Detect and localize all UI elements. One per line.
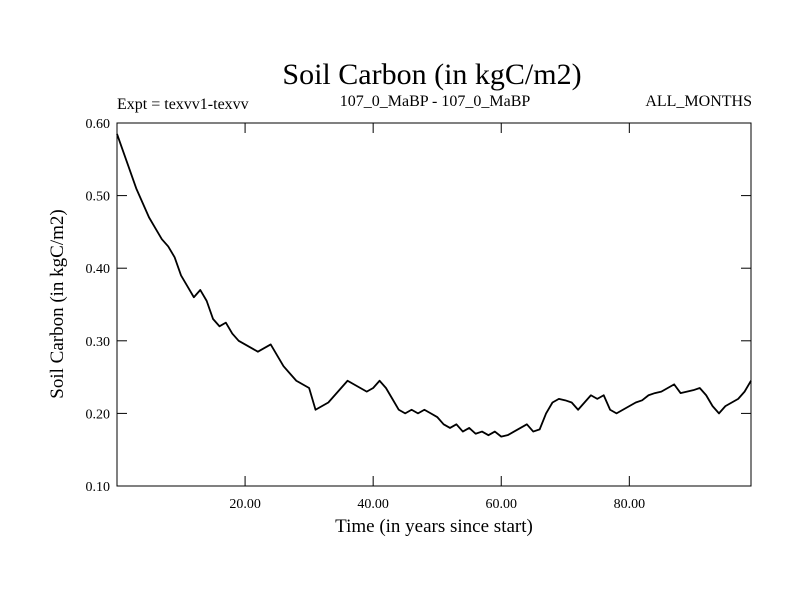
x-tick-label: 20.00 — [229, 497, 261, 512]
x-tick-label: 40.00 — [357, 497, 389, 512]
y-axis: 0.10 0.20 0.30 0.40 0.50 0.60 — [86, 117, 751, 495]
y-tick-label: 0.50 — [86, 190, 111, 205]
y-tick-label: 0.60 — [86, 117, 111, 132]
y-tick-label: 0.10 — [86, 480, 111, 495]
plot-frame — [116, 122, 752, 487]
series-line-soil-carbon — [116, 133, 752, 438]
period-label: 107_0_MaBP - 107_0_MaBP — [340, 93, 531, 110]
y-tick-label: 0.40 — [86, 262, 111, 277]
x-axis-label: Time (in years since start) — [335, 516, 533, 537]
x-tick-label: 80.00 — [614, 497, 646, 512]
series-layer — [116, 133, 752, 438]
x-axis: 20.00 40.00 60.00 80.00 — [229, 123, 645, 512]
experiment-label: Expt = texvv1-texvv — [117, 96, 249, 113]
months-label: ALL_MONTHS — [645, 93, 752, 110]
y-tick-label: 0.30 — [86, 335, 111, 350]
x-tick-label: 60.00 — [485, 497, 517, 512]
chart-title: Soil Carbon (in kgC/m2) — [282, 58, 581, 91]
y-tick-label: 0.20 — [86, 407, 111, 422]
y-axis-label: Soil Carbon (in kgC/m2) — [47, 209, 68, 398]
